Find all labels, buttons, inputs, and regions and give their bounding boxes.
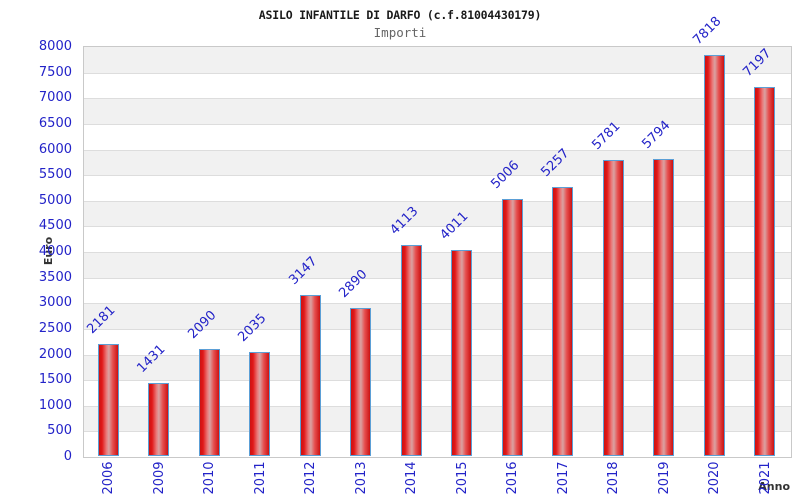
y-tick-label: 6000 <box>38 141 72 157</box>
x-tick-label: 2019 <box>656 461 672 495</box>
bar <box>350 307 372 456</box>
plot-band <box>84 72 791 99</box>
y-tick-label: 8000 <box>38 39 72 54</box>
gridline <box>84 303 791 305</box>
plot-band <box>84 175 791 201</box>
plot-band <box>84 149 791 176</box>
plot-band <box>84 252 791 278</box>
x-tick-label: 2011 <box>252 461 268 495</box>
plot-band <box>84 277 791 304</box>
chart-title: ASILO INFANTILE DI DARFO (c.f.8100443017… <box>258 8 542 22</box>
y-tick-label: 5500 <box>38 167 72 183</box>
x-tick-label: 2009 <box>151 461 167 495</box>
bar <box>703 55 725 456</box>
y-tick-label: 4500 <box>38 218 72 234</box>
y-tick-label: 4000 <box>38 244 72 259</box>
y-tick-label: 2500 <box>38 320 72 336</box>
x-tick-label: 2021 <box>757 461 773 495</box>
plot-band <box>84 123 791 150</box>
bar <box>400 245 422 456</box>
gridline <box>84 123 791 125</box>
bar <box>148 382 170 456</box>
x-tick-label: 2020 <box>706 461 722 495</box>
plot-band <box>84 354 791 381</box>
y-tick-label: 0 <box>63 449 72 464</box>
plot-band <box>84 431 791 457</box>
bar <box>754 87 776 456</box>
plot-band <box>84 405 791 432</box>
bar <box>602 159 624 456</box>
y-tick-label: 3500 <box>38 269 72 285</box>
bar <box>653 159 675 456</box>
gridline <box>84 226 791 228</box>
gridline <box>84 405 791 407</box>
plot-band <box>84 380 791 406</box>
gridline <box>84 431 791 433</box>
plot-band <box>84 200 791 227</box>
y-tick-label: 5000 <box>38 192 72 208</box>
x-tick-label: 2014 <box>403 461 419 495</box>
gridline <box>84 149 791 151</box>
y-tick-label: 7500 <box>38 64 72 80</box>
x-tick-label: 2006 <box>100 461 116 495</box>
plot-band <box>84 226 791 252</box>
x-tick-label: 2012 <box>302 461 318 495</box>
chart-subtitle: Importi <box>373 25 427 40</box>
bar <box>198 348 220 456</box>
gridline <box>84 200 791 202</box>
gridline <box>84 98 791 100</box>
gridline <box>84 354 791 356</box>
y-tick-label: 6500 <box>38 115 72 131</box>
bar <box>501 199 523 456</box>
x-axis-title: Anno <box>758 480 790 493</box>
plot-band <box>84 47 791 73</box>
x-tick-label: 2018 <box>605 461 621 495</box>
plot-area <box>83 46 792 458</box>
y-tick-label: 1500 <box>38 372 72 388</box>
x-tick-label: 2010 <box>201 461 217 495</box>
x-tick-label: 2016 <box>504 461 520 495</box>
x-tick-label: 2013 <box>353 461 369 495</box>
gridline <box>84 72 791 74</box>
bar <box>552 186 574 456</box>
y-tick-label: 2000 <box>38 346 72 362</box>
x-tick-label: 2017 <box>555 461 571 495</box>
gridline <box>84 277 791 279</box>
y-tick-label: 1000 <box>38 397 72 413</box>
gridline <box>84 380 791 382</box>
gridline <box>84 252 791 253</box>
x-tick-label: 2015 <box>454 461 470 495</box>
bar <box>299 294 321 456</box>
gridline <box>84 328 791 330</box>
bar <box>451 250 473 456</box>
gridline <box>84 175 791 177</box>
y-tick-label: 3000 <box>38 295 72 311</box>
plot-band <box>84 98 791 124</box>
bar <box>249 351 271 456</box>
y-tick-label: 7000 <box>38 90 72 106</box>
y-tick-label: 500 <box>47 423 72 439</box>
bar <box>97 344 119 456</box>
